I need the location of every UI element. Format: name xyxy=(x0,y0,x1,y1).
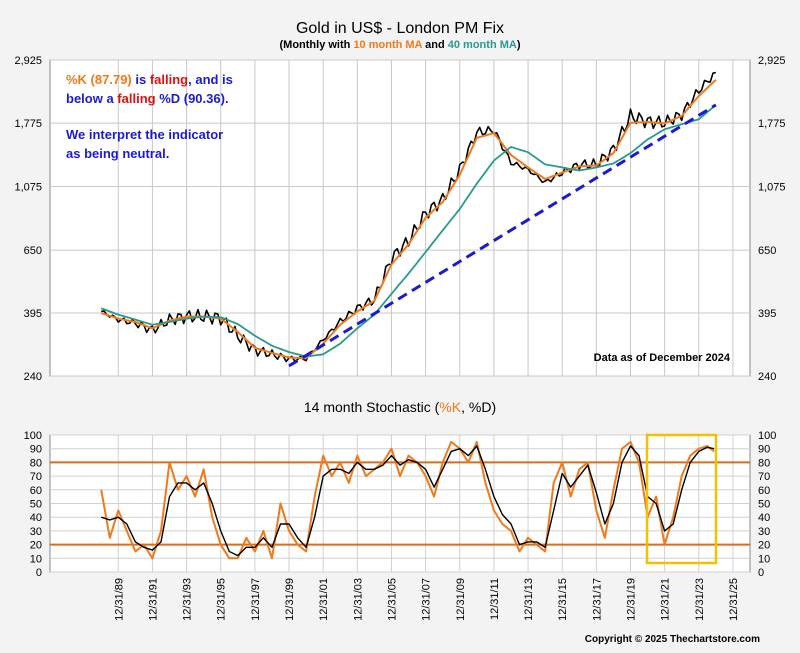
stoch-x-tick: 12/31/09 xyxy=(455,578,467,621)
stoch-y-tick-right: 70 xyxy=(758,471,770,483)
chart-title: Gold in US$ - London PM Fix xyxy=(296,20,504,37)
price-y-tick-left: 1,075 xyxy=(14,182,42,194)
stoch-y-tick-left: 80 xyxy=(30,457,42,469)
stoch-y-tick-left: 20 xyxy=(30,540,42,552)
stoch-title-sep: , xyxy=(461,399,469,415)
stoch-title-k: %K xyxy=(439,399,461,415)
stoch-x-tick: 12/31/13 xyxy=(523,578,535,621)
data-asof-label: Data as of December 2024 xyxy=(594,352,731,364)
stoch-y-tick-left: 70 xyxy=(30,471,42,483)
price-y-tick-right: 395 xyxy=(758,308,776,320)
stoch-x-tick: 12/31/05 xyxy=(386,578,398,621)
stoch-x-tick: 12/31/19 xyxy=(625,578,637,621)
stoch-y-tick-left: 40 xyxy=(30,512,42,524)
stoch-y-tick-left: 30 xyxy=(30,526,42,538)
stoch-y-tick-right: 100 xyxy=(758,430,776,442)
highlight-box xyxy=(645,433,718,565)
annotation-line2: below a falling %D (90.36). xyxy=(66,91,229,106)
annotation-d-value: %D (90.36). xyxy=(156,91,229,106)
stoch-x-tick: 12/31/21 xyxy=(660,578,672,621)
price-series xyxy=(100,71,717,368)
stoch-y-tick-right: 80 xyxy=(758,457,770,469)
subtitle-ma10: 10 month MA xyxy=(353,39,422,51)
stoch-x-tick: 12/31/89 xyxy=(113,578,125,621)
stoch-x-tick: 12/31/99 xyxy=(284,578,296,621)
stoch-y-tick-right: 30 xyxy=(758,526,770,538)
stoch-y-tick-right: 40 xyxy=(758,512,770,524)
subtitle-ma40: 40 month MA xyxy=(448,39,517,51)
stoch-x-tick: 12/31/17 xyxy=(591,578,603,621)
stoch-x-tick: 12/31/03 xyxy=(352,578,364,621)
annotation-below: below a xyxy=(66,91,117,106)
stoch-y-tick-left: 50 xyxy=(30,499,42,511)
stoch-title-suffix: ) xyxy=(491,399,496,415)
price-y-tick-left: 2,925 xyxy=(14,55,42,67)
annotation-line1: %K (87.79) is falling, and is xyxy=(66,72,233,87)
price-plot-area xyxy=(49,59,751,377)
stoch-y-tick-right: 20 xyxy=(758,540,770,552)
stoch-title: 14 month Stochastic (%K, %D) xyxy=(304,399,496,415)
stoch-title-d: %D xyxy=(469,399,492,415)
stoch-k-line xyxy=(100,440,715,560)
price-y-tick-left: 1,775 xyxy=(14,118,42,130)
stoch-x-tick: 12/31/07 xyxy=(421,578,433,621)
stoch-title-prefix: 14 month Stochastic ( xyxy=(304,399,440,415)
stoch-x-tick: 12/31/97 xyxy=(250,578,262,621)
stoch-y-tick-left: 10 xyxy=(30,553,42,565)
price-y-tick-left: 240 xyxy=(24,371,42,383)
price-y-ticks: 240 240 395 395 650 650 1,075 1,075 1,775 1,775 2,… xyxy=(14,55,785,383)
stoch-x-tick: 12/31/91 xyxy=(147,578,159,621)
stoch-x-tick: 12/31/15 xyxy=(557,578,569,621)
price-y-tick-right: 1,775 xyxy=(758,118,786,130)
price-y-tick-right: 650 xyxy=(758,245,776,257)
stoch-d-line xyxy=(100,445,715,557)
annotation-line3: We interpret the indicator xyxy=(66,127,223,142)
price-y-tick-left: 395 xyxy=(24,308,42,320)
stoch-y-tick-left: 60 xyxy=(30,485,42,497)
subtitle-suffix: ) xyxy=(517,39,521,51)
stoch-x-tick: 12/31/23 xyxy=(694,578,706,621)
annotation-and-is: , and is xyxy=(188,72,233,87)
ma40-line xyxy=(100,104,717,358)
subtitle-prefix: (Monthly with xyxy=(280,39,354,51)
stoch-y-tick-right: 10 xyxy=(758,553,770,565)
price-y-tick-left: 650 xyxy=(24,245,42,257)
stoch-x-tick: 12/31/95 xyxy=(216,578,228,621)
chart-subtitle: (Monthly with 10 month MA and 40 month M… xyxy=(280,39,521,51)
copyright-label: Copyright © 2025 Thechartstore.com xyxy=(585,634,760,645)
support-trendline xyxy=(288,103,717,368)
price-y-tick-right: 2,925 xyxy=(758,55,786,67)
stoch-y-tick-right: 50 xyxy=(758,499,770,511)
annotation-k-value: %K (87.79) xyxy=(66,72,132,87)
annotation-falling-1: falling xyxy=(150,72,188,87)
stoch-series xyxy=(100,440,715,560)
stoch-x-tick: 12/31/93 xyxy=(182,578,194,621)
stoch-x-tick: 12/31/11 xyxy=(489,578,501,620)
annotation-line4: as being neutral. xyxy=(66,146,169,161)
stoch-y-tick-left: 100 xyxy=(24,430,42,442)
stoch-y-tick-right: 0 xyxy=(758,567,764,579)
subtitle-and: and xyxy=(422,39,448,51)
stoch-y-tick-right: 90 xyxy=(758,444,770,456)
price-y-tick-right: 240 xyxy=(758,371,776,383)
stoch-y-tick-left: 90 xyxy=(30,444,42,456)
price-y-tick-right: 1,075 xyxy=(758,182,786,194)
stoch-x-tick: 12/31/01 xyxy=(318,578,330,621)
stoch-x-ticks: 12/31/89 12/31/91 12/31/93 12/31/95 12/31/97… xyxy=(113,578,740,621)
stoch-y-tick-left: 0 xyxy=(36,567,42,579)
annotation-is: is xyxy=(132,72,150,87)
stoch-x-tick: 12/31/25 xyxy=(728,578,740,621)
stoch-y-tick-right: 60 xyxy=(758,485,770,497)
annotation-falling-2: falling xyxy=(117,91,155,106)
